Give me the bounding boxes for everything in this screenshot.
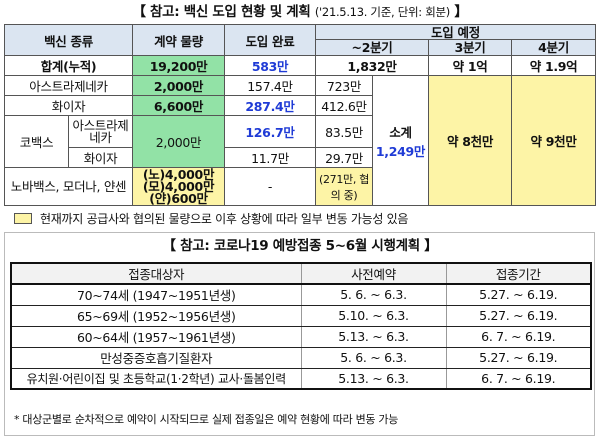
others-contract-moderna: (모)4,000만 (142, 178, 215, 194)
vaccine-status-title: 【 참고: 백신 도입 현황 및 계획 ('21.5.13. 기준, 단위: 회… (132, 4, 468, 20)
reservation-cell: 5.13. ~ 6.3. (300, 367, 447, 390)
schedule-title: 【 참고: 코로나19 예방접종 5~6월 시행계획 】 (162, 238, 438, 254)
header-done: 도입 완료 (224, 24, 317, 56)
q3-forecast: 약 8천만 (428, 75, 513, 206)
period-cell: 6. 7. ~ 6.19. (445, 367, 592, 390)
astra-contract: 2,000만 (132, 75, 226, 96)
period-cell: 5.27. ~ 6.19. (445, 346, 592, 369)
target-cell: 70~74세 (1947~1951년생) (10, 283, 302, 306)
table-row: 65~69세 (1952~1956년생) 5.10. ~ 6.3. 5.27. … (10, 304, 592, 327)
covax-astra-done: 126.7만 (224, 115, 317, 148)
total-contract: 19,200만 (132, 55, 226, 76)
pfizer-q2: 412.6만 (315, 95, 374, 116)
subtotal-cell: 소계 1,249만 (372, 75, 430, 206)
q4-forecast: 약 9천만 (511, 75, 597, 206)
pfizer-contract: 6,600만 (132, 95, 226, 116)
reservation-cell: 5. 6. ~ 6.3. (300, 283, 447, 306)
target-cell: 만성중증호흡기질환자 (10, 346, 302, 369)
pfizer-done: 287.4만 (224, 95, 317, 116)
covax-astra-q2: 83.5만 (315, 115, 374, 148)
covax-contract: 2,000만 (132, 115, 226, 168)
total-label: 합계(누적) (3, 55, 134, 76)
astra-done: 157.4만 (224, 75, 317, 96)
header-vaccine-type: 백신 종류 (3, 24, 134, 56)
covax-pfizer-done: 11.7만 (224, 147, 317, 168)
total-q4: 약 1.9억 (511, 55, 597, 76)
table-row: 유치원·어린이집 및 초등학교(1·2학년) 교사·돌봄인력 5.13. ~ 6… (10, 367, 592, 390)
target-cell: 유치원·어린이집 및 초등학교(1·2학년) 교사·돌봄인력 (10, 367, 302, 390)
forecast-note: 현재까지 공급사와 협의된 물량으로 이후 상황에 따라 일부 변동 가능성 있… (14, 210, 594, 228)
total-done: 583만 (224, 55, 317, 76)
astra-q2: 723만 (315, 75, 374, 96)
table-row: 60~64세 (1957~1961년생) 5.13. ~ 6.3. 6. 7. … (10, 325, 592, 348)
astra-label: 아스트라제네카 (3, 75, 134, 96)
reservation-cell: 5. 6. ~ 6.3. (300, 346, 447, 369)
header-reservation: 사전예약 (300, 262, 447, 285)
yellow-legend-box (14, 213, 32, 224)
reservation-cell: 5.13. ~ 6.3. (300, 325, 447, 348)
header-period: 접종기간 (445, 262, 592, 285)
header-q2: ~2분기 (315, 39, 430, 56)
schedule-table: 접종대상자 사전예약 접종기간 70~74세 (1947~1951년생) 5. … (10, 262, 592, 390)
header-q3: 3분기 (428, 39, 513, 56)
subtotal-value: 1,249만 (375, 143, 426, 159)
others-label: 노바백스, 모더나, 얀센 (3, 167, 134, 206)
covax-pfizer-label: 화이자 (67, 147, 134, 168)
schedule-box (4, 232, 595, 436)
table-row: 만성중증호흡기질환자 5. 6. ~ 6.3. 5.27. ~ 6.19. (10, 346, 592, 369)
header-q4: 4분기 (511, 39, 597, 56)
schedule-header-row: 접종대상자 사전예약 접종기간 (10, 262, 592, 285)
others-done: - (224, 167, 317, 206)
target-cell: 65~69세 (1952~1956년생) (10, 304, 302, 327)
covax-label: 코백스 (4, 115, 69, 168)
others-contract-janssen: (얀)600만 (149, 190, 208, 206)
table-row: 70~74세 (1947~1951년생) 5. 6. ~ 6.3. 5.27. … (10, 283, 592, 306)
others-contract: (노)4,000만 (모)4,000만 (얀)600만 (132, 167, 226, 206)
covax-astra-label: 아스트라제네카 (67, 115, 134, 148)
reservation-cell: 5.10. ~ 6.3. (300, 304, 447, 327)
period-cell: 5.27. ~ 6.19. (445, 304, 592, 327)
schedule-footnote: * 대상군별로 순차적으로 예약이 시작되므로 실제 접종일은 예약 현황에 따… (14, 413, 399, 426)
total-q3: 약 1억 (428, 55, 513, 76)
subtotal-label: 소계 (389, 124, 412, 140)
total-q2: 1,832만 (315, 55, 430, 76)
covax-pfizer-q2: 29.7만 (315, 147, 374, 168)
period-cell: 5.27. ~ 6.19. (445, 283, 592, 306)
header-contract: 계약 물량 (132, 24, 226, 56)
others-plan: (271만, 협의 중) (315, 167, 374, 206)
others-contract-novavax: (노)4,000만 (142, 167, 215, 182)
target-cell: 60~64세 (1957~1961년생) (10, 325, 302, 348)
header-plan: 도입 예정 (315, 24, 597, 40)
vaccine-status-table: 백신 종류 계약 물량 도입 완료 도입 예정 ~2분기 3분기 4분기 합계(… (3, 24, 597, 206)
pfizer-label: 화이자 (3, 95, 134, 116)
header-target: 접종대상자 (10, 262, 302, 285)
period-cell: 6. 7. ~ 6.19. (445, 325, 592, 348)
